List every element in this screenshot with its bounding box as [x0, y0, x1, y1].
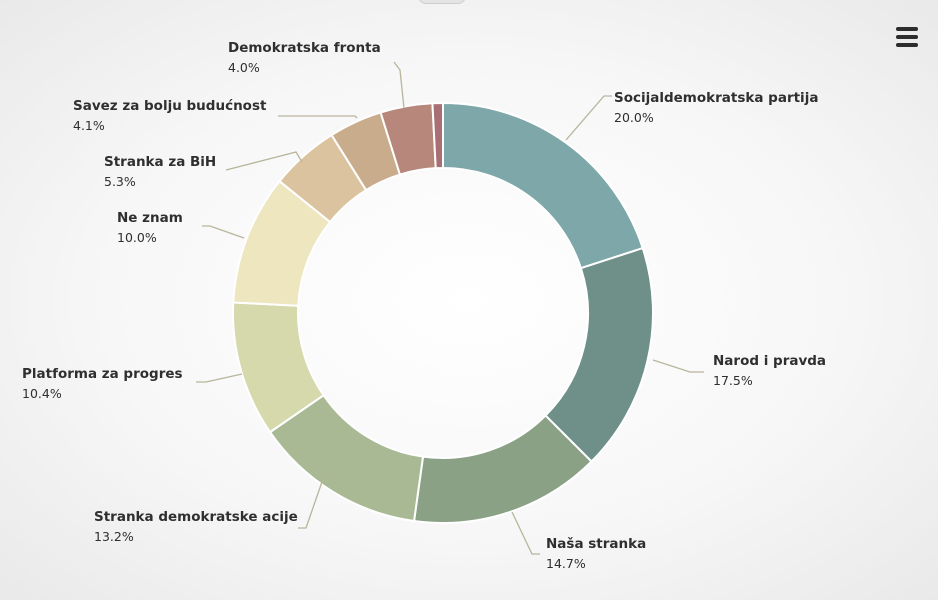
slice-value-label: 17.5% — [713, 373, 753, 388]
slice-value-label: 5.3% — [104, 174, 136, 189]
slice-label: Ne znam — [117, 210, 183, 226]
slice-value-label: 4.0% — [228, 60, 260, 75]
label-connector-line — [511, 511, 540, 555]
slice-label: Demokratska fronta — [228, 40, 381, 56]
slice-label: Savez za bolju budućnost — [73, 98, 267, 114]
slice-label: Narod i pravda — [713, 353, 826, 369]
slice-label: Socijaldemokratska partija — [614, 90, 818, 106]
slice-value-label: 4.1% — [73, 118, 105, 133]
label-connector-line — [202, 225, 245, 239]
slice-value-label: 10.0% — [117, 230, 157, 245]
slice-value-label: 13.2% — [94, 529, 134, 544]
label-connector-line — [393, 61, 405, 109]
top-controls-fragment — [378, 0, 518, 6]
label-connector-line — [225, 151, 303, 171]
slice-value-label: 10.4% — [22, 386, 62, 401]
donut-slice[interactable] — [431, 101, 444, 170]
label-connector-line — [565, 95, 612, 141]
label-connector-line — [652, 359, 704, 373]
label-connector-line — [196, 373, 243, 383]
donut-slice[interactable] — [544, 246, 654, 463]
donut-slice[interactable] — [442, 101, 644, 270]
label-connector-line — [278, 115, 358, 119]
slice-value-label: 20.0% — [614, 110, 654, 125]
label-connector-line — [298, 475, 325, 529]
slice-label: Stranka demokratske acije — [94, 509, 298, 525]
slice-label: Naša stranka — [546, 536, 646, 552]
slice-label: Platforma za progres — [22, 366, 183, 382]
hamburger-menu-icon[interactable] — [888, 22, 926, 52]
slice-label: Stranka za BiH — [104, 154, 216, 170]
slice-value-label: 14.7% — [546, 556, 586, 571]
